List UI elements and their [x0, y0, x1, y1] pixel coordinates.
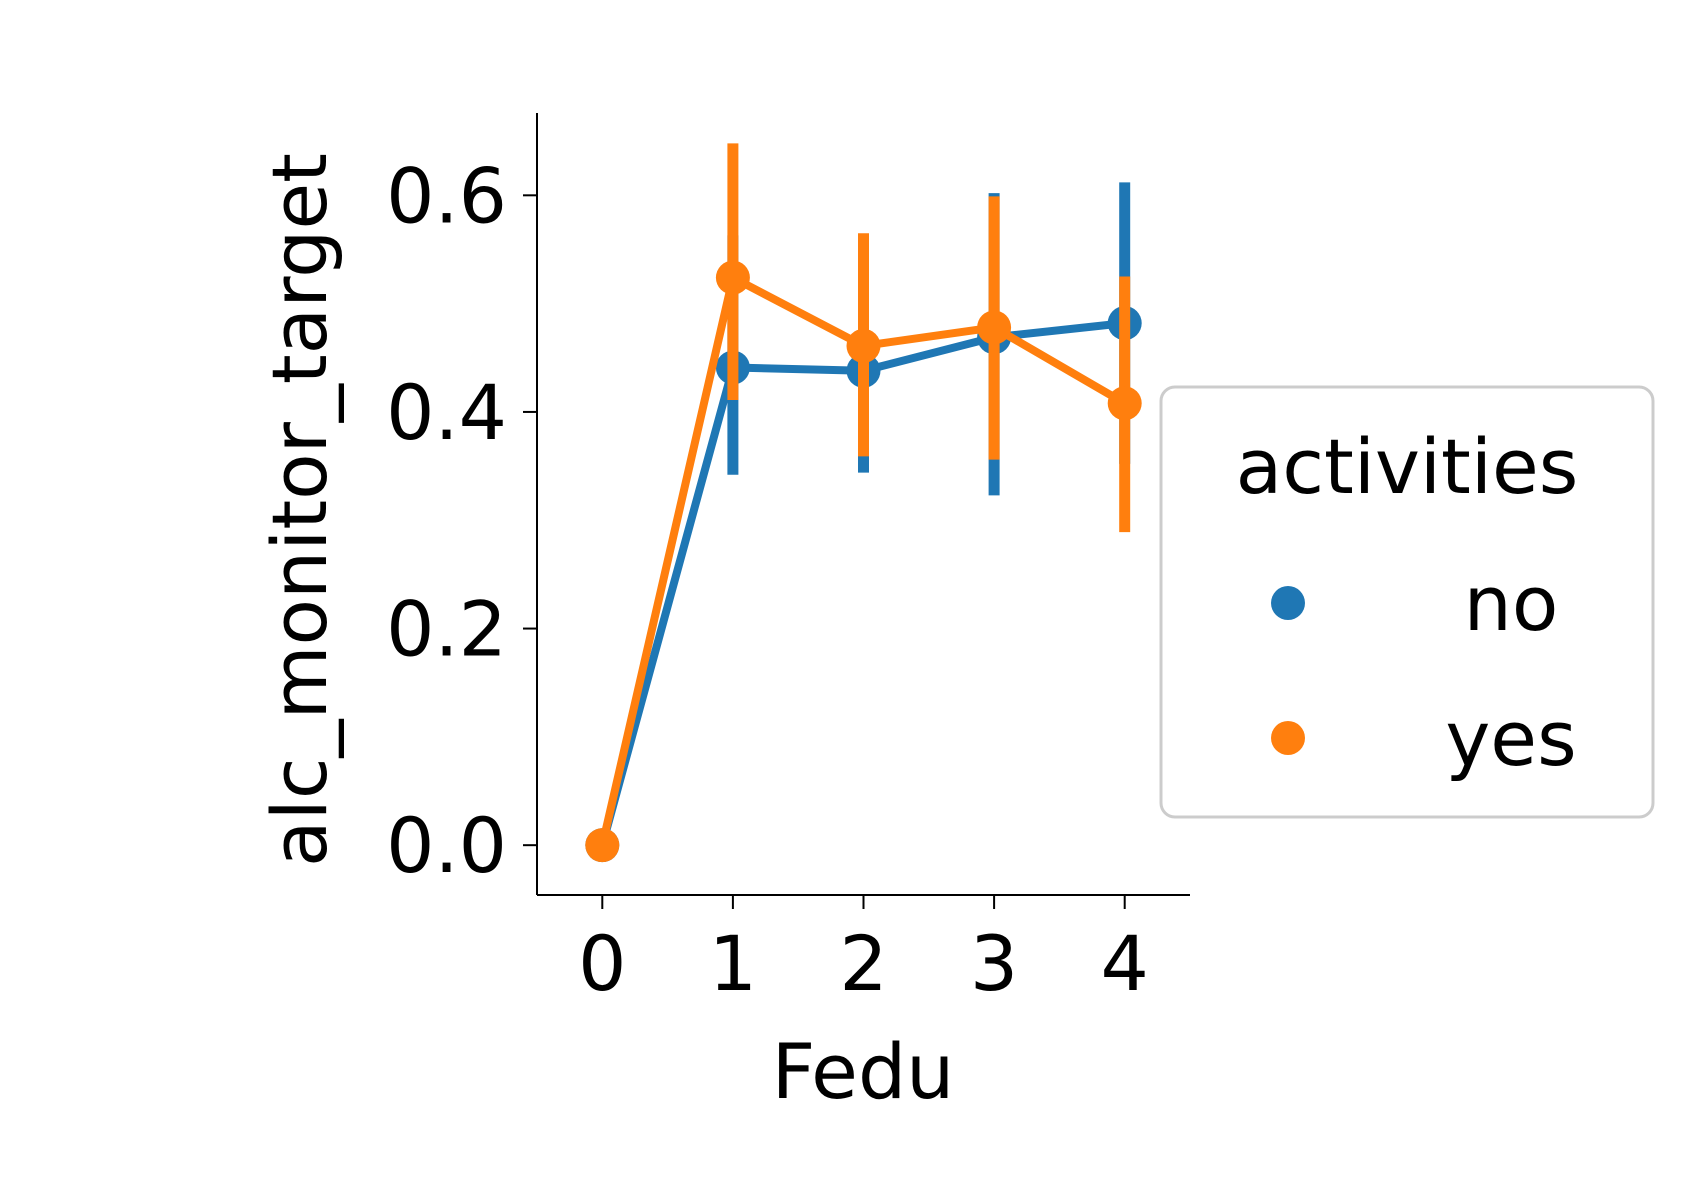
- legend-label-no: no: [1464, 559, 1559, 648]
- legend-marker-no: [1271, 586, 1305, 620]
- series-layer: [585, 143, 1142, 863]
- y-ticks: 0.0 0.2 0.4 0.6: [386, 151, 537, 890]
- x-tick-label: 2: [839, 919, 887, 1008]
- data-point: [846, 328, 881, 363]
- x-tick-label: 4: [1101, 919, 1149, 1008]
- legend-entries: no yes: [1271, 559, 1577, 783]
- x-tick-label: 3: [970, 919, 1018, 1008]
- legend-title: activities: [1236, 422, 1579, 511]
- legend: activities no yes: [1159, 385, 1655, 819]
- legend-marker-yes: [1271, 721, 1305, 755]
- x-tick-label: 0: [578, 919, 626, 1008]
- plot-area: [585, 143, 1142, 863]
- data-point: [585, 828, 620, 863]
- legend-label-yes: yes: [1445, 694, 1576, 783]
- y-tick-label: 0.4: [386, 368, 507, 457]
- x-axis-label: Fedu: [772, 1027, 955, 1116]
- data-point: [977, 310, 1012, 345]
- data-point: [1107, 386, 1142, 421]
- series-yes: [585, 143, 1142, 863]
- y-tick-label: 0.2: [386, 585, 507, 674]
- x-tick-label: 1: [709, 919, 757, 1008]
- y-axis-label: alc_monitor_target: [255, 153, 344, 867]
- data-point: [715, 260, 750, 295]
- legend-frame: [1159, 385, 1655, 819]
- y-tick-label: 0.6: [386, 151, 507, 240]
- y-tick-label: 0.0: [386, 801, 507, 890]
